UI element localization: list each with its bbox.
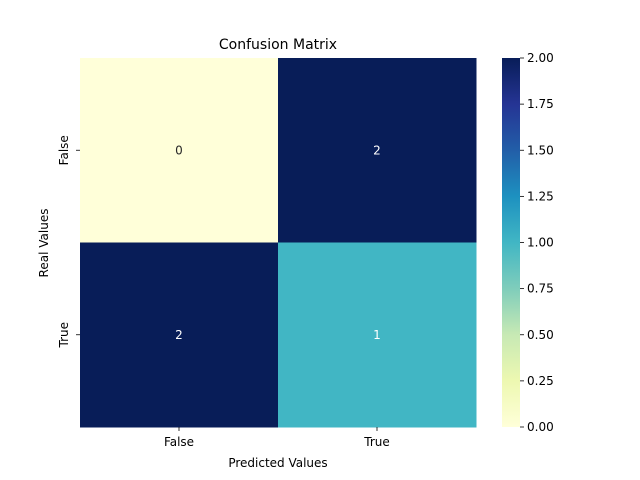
colorbar-tick-label: 1.50 [527,143,554,157]
x-axis-label: Predicted Values [228,456,327,470]
colorbar-tick-label: 1.25 [527,189,554,203]
y-axis-label: Real Values [37,209,51,278]
colorbar-tick-label: 1.75 [527,97,554,111]
y-tick-label: True [57,322,71,349]
heatmap-cell [80,242,279,428]
heatmap-cells: 0 2 2 1 [80,58,477,428]
x-tick-label: False [164,435,194,449]
cell-value-label: 2 [373,143,381,157]
colorbar-tick-label: 1.00 [527,236,554,250]
x-axis-ticks: False True [164,427,390,449]
colorbar-tick-label: 0.00 [527,420,554,434]
cell-value-label: 2 [175,328,183,342]
colorbar-tick-label: 2.00 [527,51,554,65]
heatmap-cell [80,58,279,243]
y-axis-ticks: False True [57,135,80,349]
chart-title: Confusion Matrix [219,37,337,53]
colorbar-tick-label: 0.75 [527,282,554,296]
colorbar [502,58,520,427]
x-tick-label: True [363,435,390,449]
colorbar-tick-label: 0.50 [527,328,554,342]
heatmap-cell [278,58,477,243]
cell-value-label: 0 [175,143,183,157]
colorbar-ticks: 0.00 0.25 0.50 0.75 1.00 1.25 1.50 1.75 2.00 [520,51,554,434]
cell-value-label: 1 [373,328,381,342]
heatmap-cell [278,242,477,428]
colorbar-tick-label: 0.25 [527,374,554,388]
y-tick-label: False [57,135,71,165]
